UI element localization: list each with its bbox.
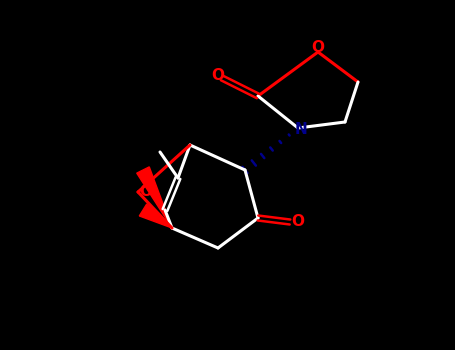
Text: N: N xyxy=(295,122,308,138)
Text: O: O xyxy=(312,40,324,55)
Text: O: O xyxy=(292,215,304,230)
Text: O: O xyxy=(212,69,224,84)
Text: O: O xyxy=(140,184,152,200)
Polygon shape xyxy=(139,204,172,228)
Polygon shape xyxy=(137,167,172,228)
